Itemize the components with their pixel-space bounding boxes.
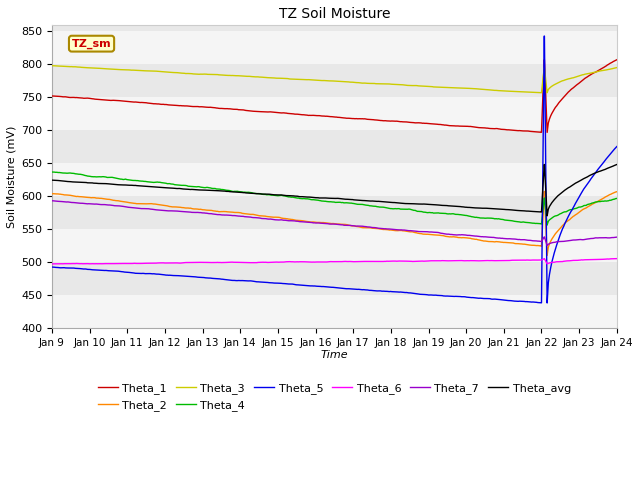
- Theta_4: [399, 206, 406, 212]
- Theta_7: [543, 242, 551, 248]
- Theta_2: [48, 191, 56, 196]
- X-axis label: Time: Time: [321, 350, 348, 360]
- Bar: [52, 97, 617, 130]
- Theta_3: [613, 65, 621, 71]
- Theta_6: [48, 261, 56, 267]
- Theta_2: [540, 189, 548, 194]
- Theta_1: [481, 125, 489, 131]
- Line: Theta_4: Theta_4: [52, 172, 617, 225]
- Bar: [52, 32, 617, 64]
- Theta_7: [399, 227, 406, 233]
- Theta_avg: [481, 205, 489, 211]
- Theta_7: [346, 223, 354, 228]
- Theta_3: [481, 87, 489, 93]
- Theta_5: [613, 144, 621, 149]
- Theta_1: [613, 57, 621, 62]
- Theta_5: [390, 289, 398, 295]
- Theta_5: [540, 33, 548, 39]
- Theta_2: [399, 228, 406, 234]
- Theta_5: [481, 296, 489, 301]
- Bar: [52, 229, 617, 262]
- Theta_4: [346, 200, 354, 206]
- Theta_6: [399, 258, 406, 264]
- Bar: [52, 163, 617, 196]
- Theta_6: [481, 258, 489, 264]
- Line: Theta_3: Theta_3: [52, 66, 617, 93]
- Theta_avg: [543, 213, 551, 219]
- Theta_2: [346, 223, 354, 228]
- Theta_1: [346, 116, 354, 121]
- Theta_7: [390, 227, 398, 232]
- Theta_1: [48, 93, 56, 99]
- Theta_2: [390, 228, 398, 233]
- Theta_4: [582, 203, 590, 208]
- Theta_5: [584, 181, 591, 187]
- Theta_5: [346, 286, 354, 292]
- Theta_3: [399, 82, 406, 88]
- Theta_7: [481, 234, 489, 240]
- Theta_1: [512, 128, 520, 133]
- Theta_3: [390, 82, 398, 87]
- Theta_avg: [390, 200, 398, 205]
- Y-axis label: Soil Moisture (mV): Soil Moisture (mV): [7, 125, 17, 228]
- Theta_6: [543, 261, 551, 267]
- Theta_avg: [346, 197, 354, 203]
- Theta_avg: [48, 177, 56, 183]
- Theta_5: [512, 298, 520, 304]
- Theta_6: [512, 257, 520, 263]
- Theta_6: [613, 256, 621, 262]
- Theta_3: [538, 90, 545, 96]
- Theta_4: [48, 169, 56, 175]
- Theta_2: [543, 252, 551, 258]
- Theta_7: [48, 198, 56, 204]
- Theta_avg: [613, 162, 621, 168]
- Bar: [52, 295, 617, 328]
- Theta_avg: [399, 201, 406, 206]
- Line: Theta_1: Theta_1: [52, 60, 617, 132]
- Theta_5: [399, 289, 406, 295]
- Theta_1: [582, 75, 590, 81]
- Line: Theta_5: Theta_5: [52, 36, 617, 303]
- Title: TZ Soil Moisture: TZ Soil Moisture: [278, 7, 390, 21]
- Theta_4: [481, 216, 489, 221]
- Theta_3: [48, 63, 56, 69]
- Theta_7: [582, 236, 590, 242]
- Theta_1: [399, 119, 406, 125]
- Theta_5: [543, 300, 551, 306]
- Line: Theta_2: Theta_2: [52, 192, 617, 255]
- Theta_avg: [584, 174, 591, 180]
- Theta_2: [613, 189, 621, 194]
- Theta_5: [48, 264, 56, 270]
- Line: Theta_avg: Theta_avg: [52, 165, 617, 216]
- Legend: Theta_1, Theta_2, Theta_3, Theta_4, Theta_5, Theta_6, Theta_7, Theta_avg: Theta_1, Theta_2, Theta_3, Theta_4, Thet…: [93, 379, 575, 415]
- Theta_4: [613, 195, 621, 201]
- Theta_avg: [512, 207, 520, 213]
- Theta_3: [512, 89, 520, 95]
- Theta_1: [390, 118, 398, 124]
- Theta_7: [613, 234, 621, 240]
- Theta_1: [543, 130, 551, 135]
- Theta_2: [584, 204, 591, 210]
- Theta_2: [512, 241, 520, 247]
- Theta_4: [543, 222, 551, 228]
- Theta_7: [512, 236, 520, 242]
- Theta_avg: [540, 162, 548, 168]
- Theta_6: [390, 258, 398, 264]
- Theta_3: [346, 79, 354, 85]
- Line: Theta_6: Theta_6: [52, 259, 617, 264]
- Theta_4: [512, 218, 520, 224]
- Text: TZ_sm: TZ_sm: [72, 38, 111, 49]
- Theta_6: [582, 257, 590, 263]
- Theta_3: [582, 71, 590, 77]
- Theta_2: [481, 238, 489, 244]
- Theta_4: [390, 206, 398, 212]
- Theta_6: [346, 259, 354, 264]
- Line: Theta_7: Theta_7: [52, 201, 617, 245]
